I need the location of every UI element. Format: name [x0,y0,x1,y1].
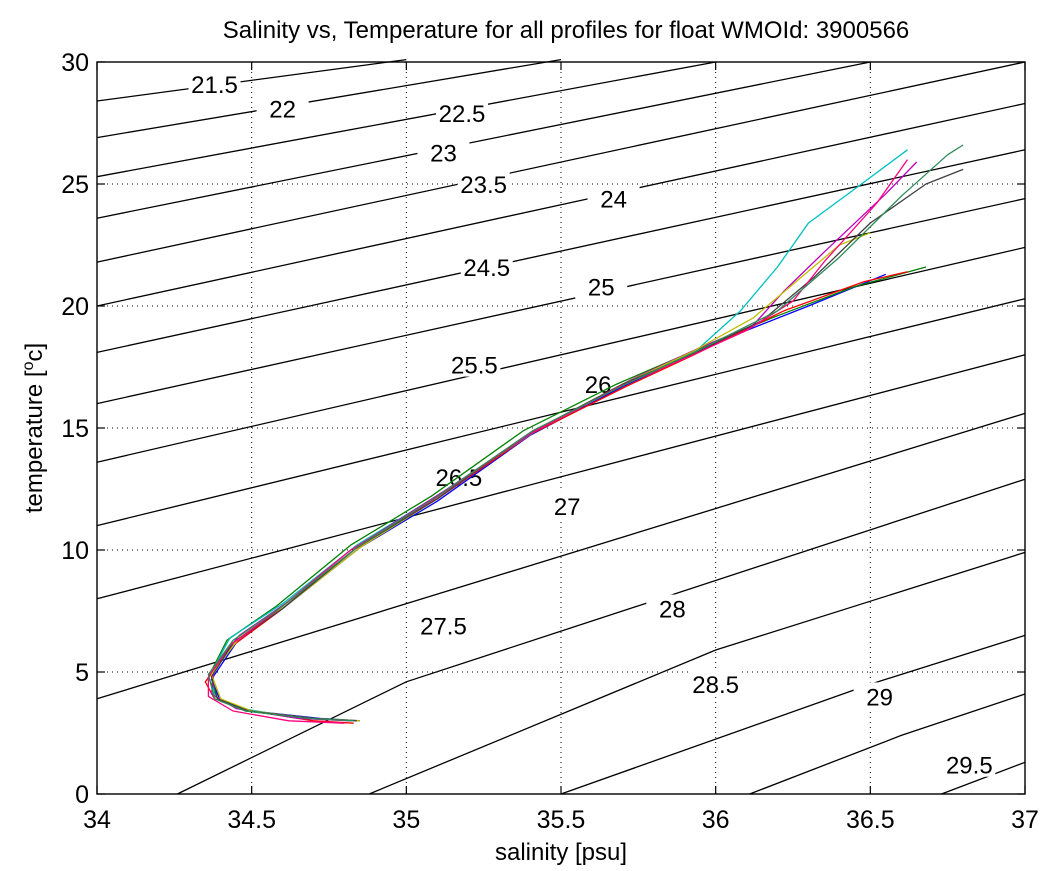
contour-label: 22 [269,96,296,123]
profile-line [210,168,964,722]
y-axis-label-main: temperature [ [21,370,48,513]
chart-title: Salinity vs, Temperature for all profile… [223,17,910,44]
contour-label-background [460,252,513,279]
contour-label: 23.5 [460,172,507,199]
density-contour-line [96,61,1026,263]
density-contour-line [96,197,1026,405]
contour-label-background [575,272,628,299]
profile-lines [204,144,964,724]
contour-label-background [943,750,996,777]
y-axis-label: temperature [oc] [20,343,48,513]
density-contour-line [96,61,716,178]
x-tick-label: 34.5 [227,806,276,834]
profile-line [210,232,871,722]
contour-label-background [689,670,742,697]
contour-label: 25.5 [451,353,498,380]
y-tick-label: 15 [61,415,89,443]
x-tick-label: 37 [1011,806,1039,834]
contour-label-background [457,170,510,196]
density-contour-line [749,693,1026,795]
density-contour-line [96,149,1026,354]
y-axis-label-superscript: o [20,361,37,370]
contour-label-background [587,184,640,211]
x-tick-label: 35.5 [537,806,586,834]
x-tick-label: 36.5 [846,806,895,834]
density-contour-line [941,761,1026,795]
contour-label-background [417,138,470,165]
y-tick-label: 0 [75,781,89,809]
density-contour-line [96,354,1026,600]
contour-label-background [541,492,594,519]
x-axis-label: salinity [psu] [495,839,627,866]
contour-label: 27.5 [420,614,467,641]
density-contour-line [96,58,562,139]
contour-label-background [417,611,470,638]
contour-label: 29.5 [946,753,993,780]
density-contour-line [368,551,1026,795]
density-contour-line [96,246,1026,463]
contour-label: 25 [588,274,615,301]
density-contour-line [96,102,1026,307]
contour-label: 28.5 [692,672,739,699]
contour-label: 21.5 [191,72,238,99]
contour-label-background [188,69,241,96]
contour-label: 23 [430,140,457,167]
y-tick-label: 20 [61,293,89,321]
x-tick-label: 34 [83,806,111,834]
contour-label: 27 [554,494,581,521]
contour-label-background [256,94,309,121]
contour-label: 22.5 [439,101,486,128]
contour-label-background [436,99,489,126]
contour-label: 24 [600,187,627,214]
x-tick-label: 36 [702,806,730,834]
contour-label: 24.5 [463,255,510,282]
contour-label-background [448,350,501,377]
contour-label-background [853,682,906,709]
contour-label-background [646,594,699,621]
density-contours: 21.522 22.52323.52424.52525.52626.52727.5… [96,58,1026,795]
y-tick-label: 10 [61,537,89,565]
density-contour-line [96,61,871,219]
axis-ticks: 34 34.5 35 35.5 36 36.5 37 0 5 10 15 20 25 30 [61,49,1039,834]
x-tick-label: 35 [392,806,420,834]
profile-line [207,144,964,722]
y-tick-label: 5 [75,659,89,687]
y-axis-label-end: c] [21,343,48,362]
y-tick-label: 25 [61,171,89,199]
y-tick-label: 30 [61,49,89,77]
density-contour-line [96,58,407,102]
density-contour-line [96,412,1026,700]
contour-label: 29 [866,684,893,711]
density-contour-line [177,478,1026,795]
contour-label: 28 [659,597,686,624]
